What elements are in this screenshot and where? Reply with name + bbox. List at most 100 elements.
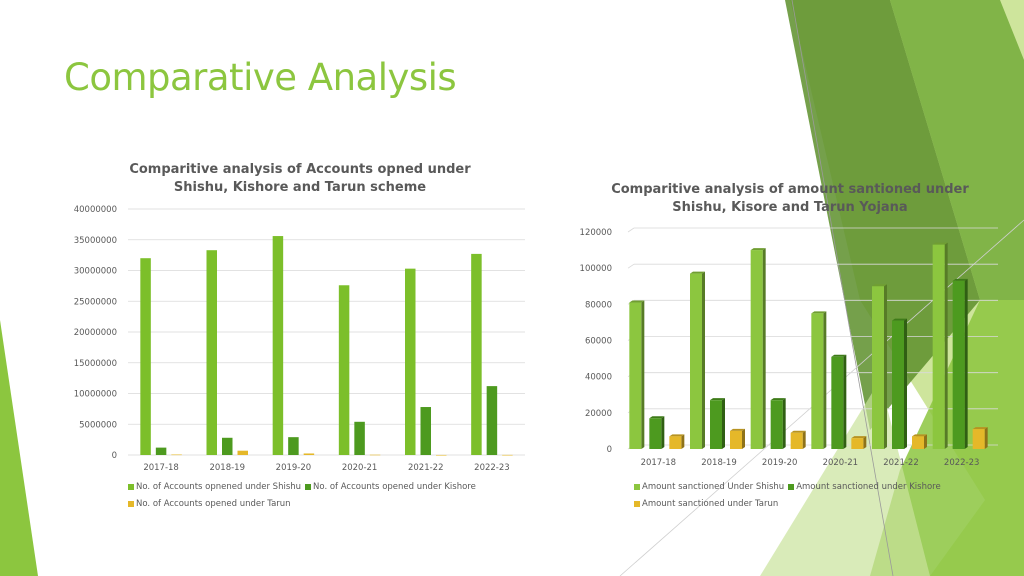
y-tick-label: 100000 <box>580 264 612 274</box>
bar-top <box>770 398 786 401</box>
bar <box>140 258 151 455</box>
y-tick-label: 10000000 <box>74 390 117 400</box>
bar <box>851 436 867 449</box>
bar-top <box>750 248 766 251</box>
bar-front <box>730 430 742 449</box>
bar-side <box>823 311 827 449</box>
x-tick-label: 2018-19 <box>701 458 737 468</box>
bar <box>972 427 988 449</box>
bar <box>750 248 766 449</box>
bar <box>405 268 416 455</box>
legend-item-shishu-amount: Amount sanctioned Under Shishu <box>634 479 784 496</box>
bar-side <box>843 354 847 449</box>
accounts-chart-title-line2: Shishu, Kishore and Tarun scheme <box>173 180 427 195</box>
legend-label: Amount sanctioned under Kishore <box>796 482 941 492</box>
bar-top <box>872 284 887 287</box>
legend-item-kishore-accounts: No. of Accounts opened under Kishore <box>305 479 476 496</box>
bar-front <box>892 320 904 449</box>
bar <box>338 285 350 455</box>
gridline-depth <box>627 263 635 269</box>
bar <box>237 450 248 455</box>
bar-top <box>932 242 948 245</box>
bar <box>171 454 182 456</box>
legend-label: Amount sanctioned Under Shishu <box>642 482 785 492</box>
bar-top <box>629 300 645 303</box>
gridline-depth <box>627 227 635 233</box>
legend-item-tarun-amount: Amount sanctioned under Tarun <box>634 496 778 513</box>
bar <box>932 242 948 449</box>
legend-swatch <box>305 483 312 490</box>
bar <box>669 434 685 449</box>
bar-front <box>690 273 702 449</box>
bar <box>892 318 907 449</box>
legend-label: No. of Accounts opnened under Shishu <box>136 482 302 492</box>
x-tick-label: 2020-21 <box>823 458 859 468</box>
bar-side <box>884 284 887 449</box>
bar-top <box>851 436 867 439</box>
decor-line-a <box>791 0 894 576</box>
decor-bottom-light-facet <box>760 380 930 576</box>
bar-side <box>681 434 685 449</box>
bar-front <box>750 250 763 449</box>
accounts-chart-plot: 0 5000000 10000000 15000000 20000000 25000000… <box>74 205 525 473</box>
x-tick-label: 2019-20 <box>762 458 798 468</box>
bar-front <box>972 429 985 449</box>
bar-side <box>944 242 948 449</box>
amount-chart-title: Comparitive analysis of amount santioned… <box>570 181 1010 217</box>
amount-chart-plot: 0 20000 40000 60000 80000 100000 120000 2017-18… <box>580 227 998 468</box>
bar-top <box>912 434 927 437</box>
amount-chart: Comparitive analysis of amount santioned… <box>570 178 1010 528</box>
bar-side <box>802 430 806 449</box>
y-tick-label: 40000 <box>585 373 612 383</box>
x-tick-label: 2021-22 <box>883 458 919 468</box>
bar-top <box>811 311 827 314</box>
bar-side <box>742 428 745 449</box>
bar <box>486 386 498 455</box>
y-tick-label: 25000000 <box>74 297 117 307</box>
bar <box>649 416 665 449</box>
bar <box>790 430 806 449</box>
bar-side <box>722 398 725 449</box>
bar-front <box>912 436 924 449</box>
bar <box>912 434 927 449</box>
bar-top <box>649 416 665 419</box>
y-tick-label: 35000000 <box>74 236 117 246</box>
bar <box>629 300 645 449</box>
bar <box>222 437 233 455</box>
bar-side <box>641 300 645 449</box>
accounts-chart: Comparitive analysis of Accounts opned u… <box>60 158 540 528</box>
legend-item-kishore-amount: Amount sanctioned under Kishore <box>788 479 941 496</box>
bar-side <box>924 434 927 449</box>
bar-top <box>710 398 725 401</box>
decor-right-mid-facet <box>890 0 1024 300</box>
bar-side <box>964 278 968 449</box>
accounts-chart-title: Comparitive analysis of Accounts opned u… <box>60 161 540 197</box>
y-tick-label: 80000 <box>585 300 612 310</box>
amount-chart-legend: Amount sanctioned Under Shishu Amount san… <box>634 479 1004 513</box>
bar-front <box>851 438 864 449</box>
x-tick-label: 2018-19 <box>209 463 245 473</box>
x-tick-label: 2021-22 <box>408 463 444 473</box>
bar <box>770 398 786 449</box>
y-tick-label: 20000000 <box>74 328 117 338</box>
legend-label: Amount sanctioned under Tarun <box>642 499 779 509</box>
bar-top <box>669 434 685 437</box>
x-tick-label: 2017-18 <box>143 463 179 473</box>
y-tick-label: 40000000 <box>74 205 117 215</box>
legend-item-shishu-accounts: No. of Accounts opnened under Shishu <box>128 479 301 496</box>
bar-top <box>790 430 806 433</box>
bar-top <box>730 428 745 431</box>
y-tick-label: 15000000 <box>74 359 117 369</box>
bar <box>369 454 381 456</box>
legend-swatch <box>128 500 134 507</box>
bar <box>354 421 365 455</box>
legend-label: No. of Accounts opened under Kishore <box>313 482 476 492</box>
bar-top <box>831 354 847 357</box>
bar <box>811 311 827 449</box>
bar <box>952 278 968 449</box>
bar-front <box>770 400 783 449</box>
bar-side <box>863 436 867 449</box>
accounts-chart-legend: No. of Accounts opnened under Shishu No. … <box>128 479 528 513</box>
legend-swatch <box>634 500 640 507</box>
slide-title: Comparative Analysis <box>64 56 457 99</box>
